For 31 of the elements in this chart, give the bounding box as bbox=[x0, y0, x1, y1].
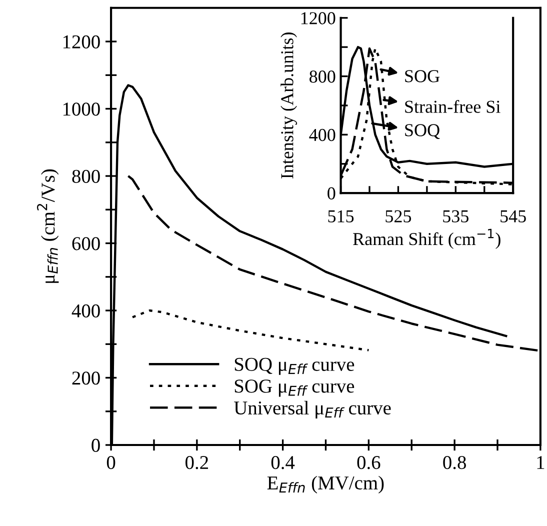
y-tick-label: 800 bbox=[72, 170, 100, 183]
y-tick-label: 400 bbox=[72, 304, 100, 318]
x-tick-label: 525 bbox=[386, 210, 412, 222]
y-tick-label: 800 bbox=[310, 70, 336, 83]
y-tick-label: 200 bbox=[72, 372, 100, 385]
y-axis-title: Intensity (Arb.units) bbox=[280, 32, 298, 179]
annotation: Strain-free Si bbox=[405, 100, 500, 113]
y-tick-label: 1200 bbox=[63, 35, 100, 48]
x-tick-label: 1 bbox=[537, 456, 544, 469]
x-tick-label: 515 bbox=[328, 210, 354, 222]
y-tick-label: 400 bbox=[309, 128, 336, 142]
x-tick-label: 0.6 bbox=[357, 456, 380, 470]
annotation: SOQ bbox=[405, 124, 440, 140]
x-tick-label: 545 bbox=[500, 210, 526, 222]
legend-label: SOG μ$_{Eff}$ curve bbox=[234, 380, 354, 397]
y-axis-title: μ$_{Effn}$ (cm$^{2}$/Vs) bbox=[36, 169, 59, 283]
legend-label: Universal μ$_{Eff}$ curve bbox=[234, 400, 391, 419]
x-tick-label: 0.4 bbox=[271, 456, 295, 470]
x-tick-label: 0.8 bbox=[443, 456, 466, 470]
y-tick-label: 1000 bbox=[63, 102, 100, 116]
x-tick-label: 535 bbox=[443, 210, 468, 222]
y-tick-label: 0 bbox=[92, 438, 100, 452]
y-tick-label: 600 bbox=[72, 237, 100, 250]
x-tick-label: 0 bbox=[106, 456, 116, 470]
y-tick-label: 1200 bbox=[301, 12, 336, 24]
x-tick-label: 0.2 bbox=[186, 456, 208, 470]
y-tick-label: 0 bbox=[328, 187, 336, 200]
legend-label: SOQ μ$_{Eff}$ curve bbox=[234, 358, 354, 375]
x-axis-title: Raman Shift (cm$^{−1}$) bbox=[353, 228, 500, 249]
annotation: SOG bbox=[405, 70, 440, 82]
x-axis-title: E$_{Effn}$ (MV/cm) bbox=[267, 476, 384, 494]
